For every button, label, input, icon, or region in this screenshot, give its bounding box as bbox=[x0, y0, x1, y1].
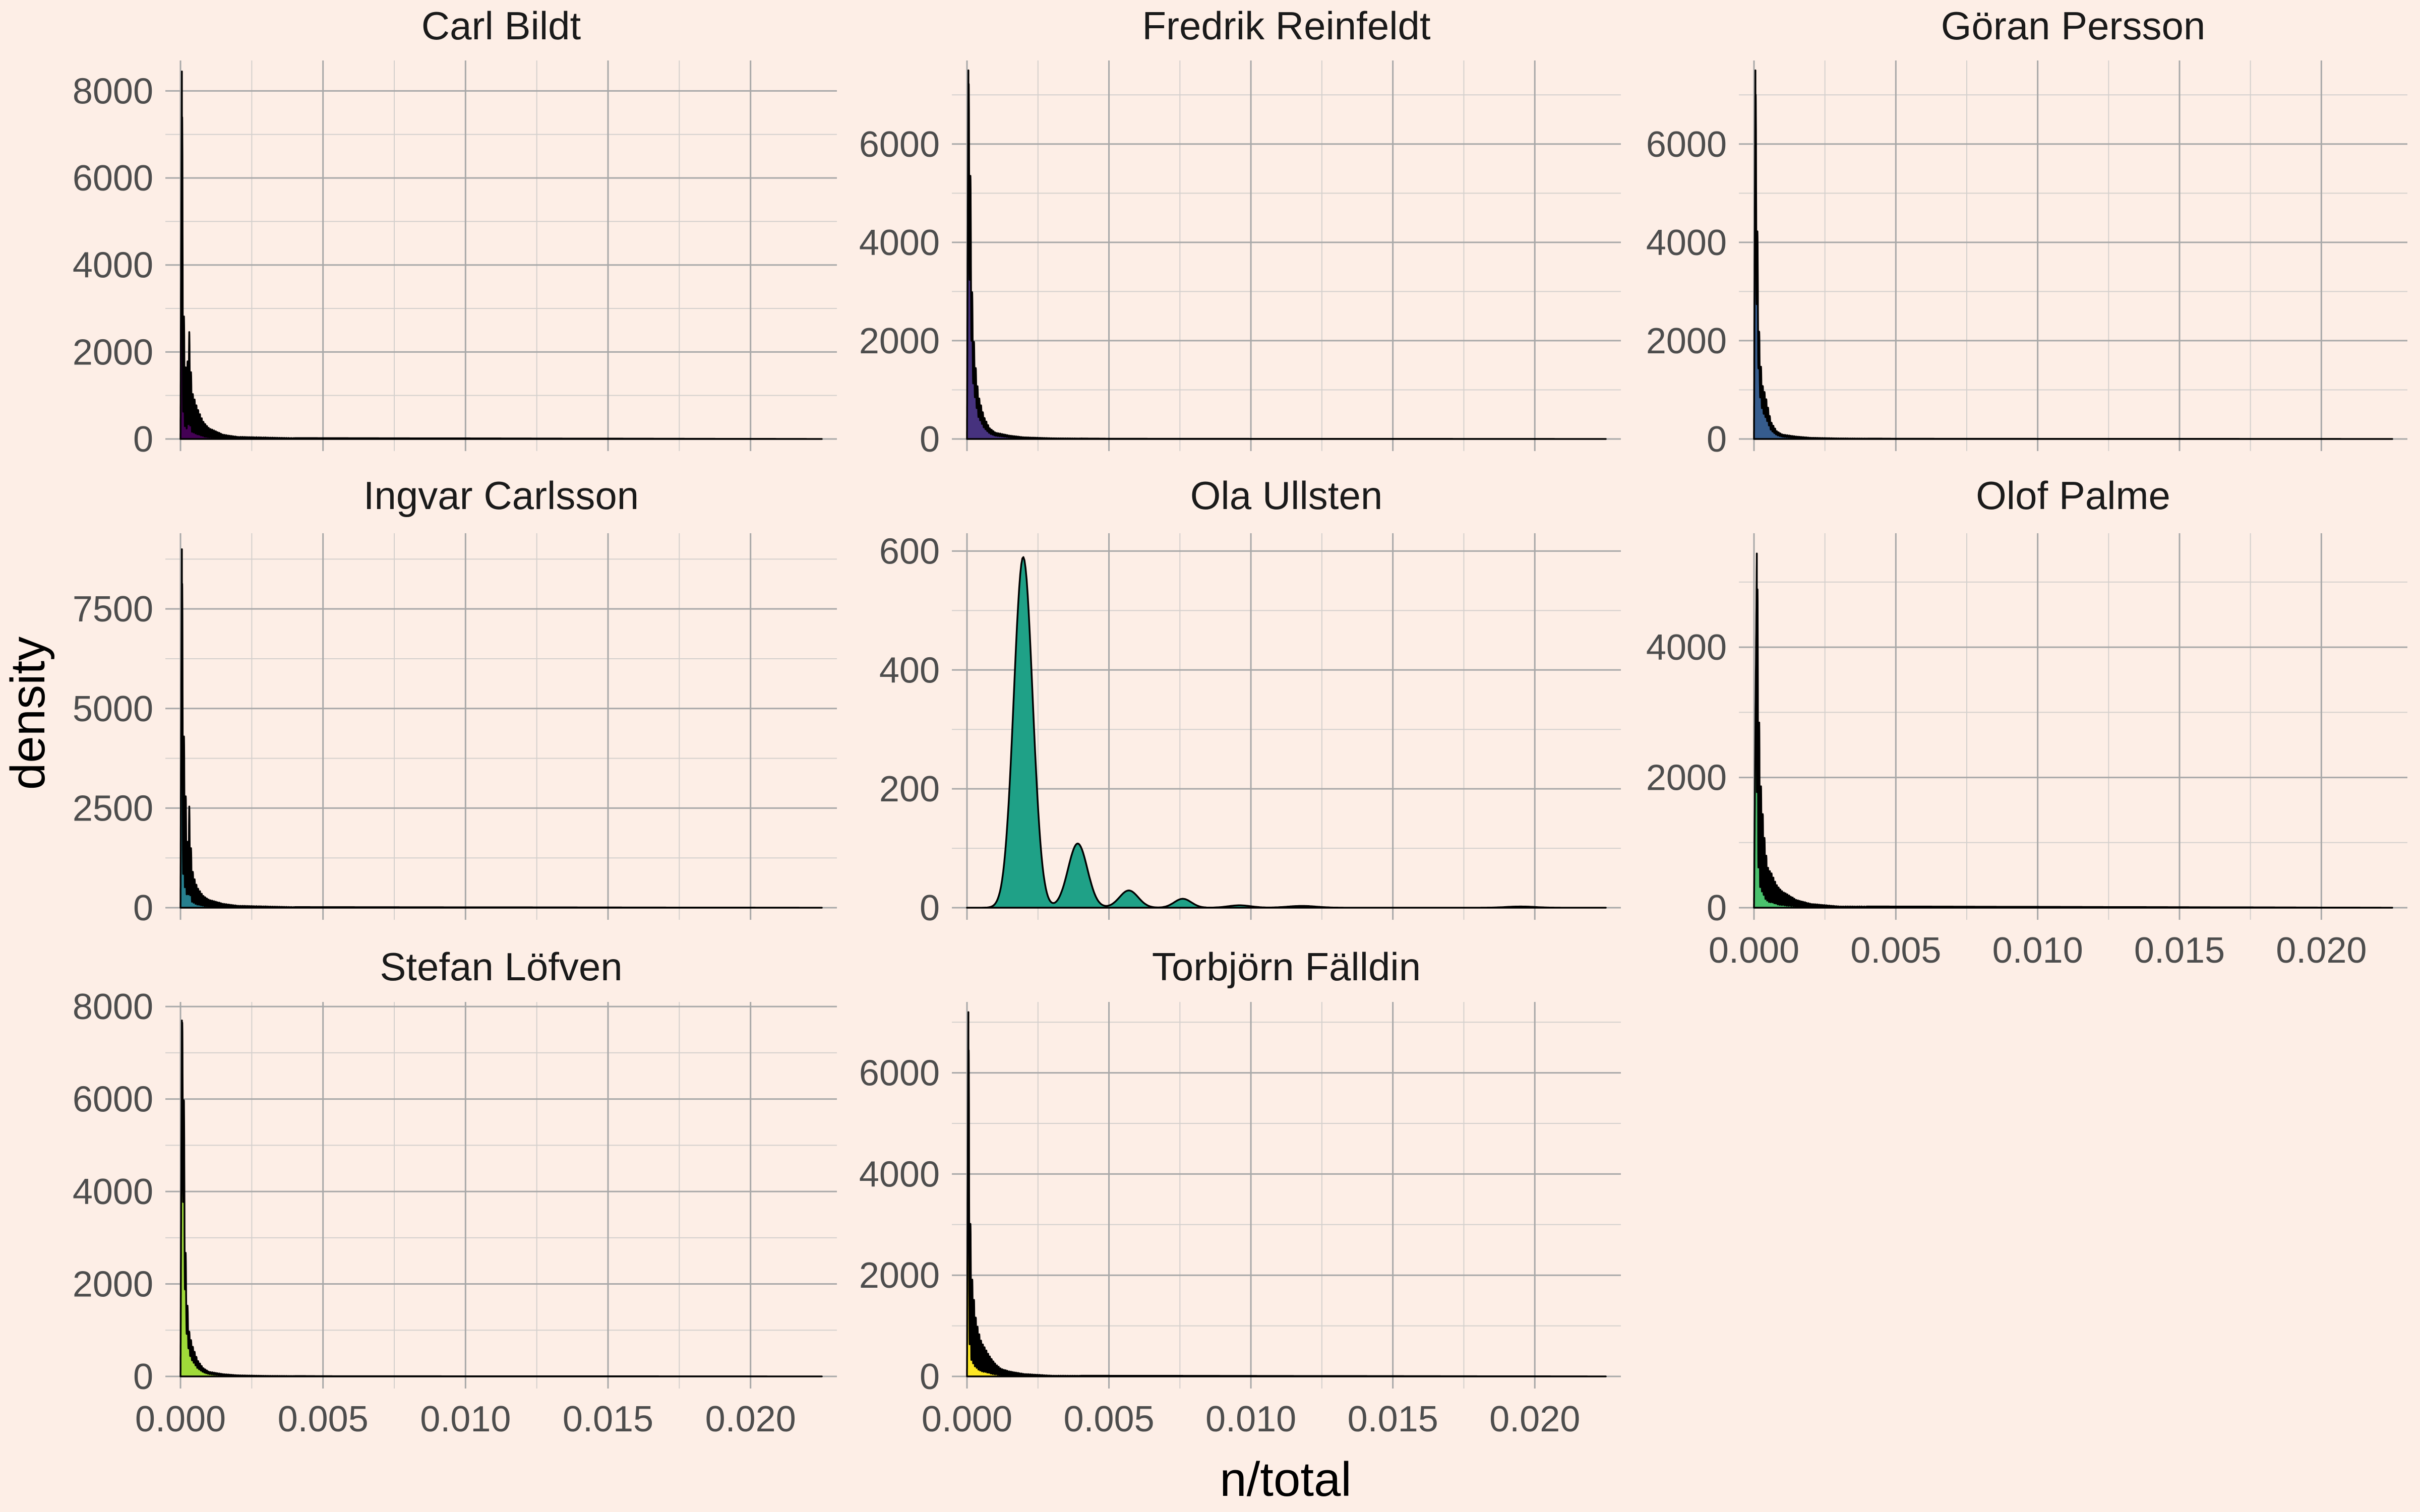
y-tick-label: 2000 bbox=[73, 332, 153, 372]
panel-carl-bildt: Carl Bildt 0 2000 4000 6000 8000 bbox=[73, 4, 837, 460]
y-tick-label: 4000 bbox=[1646, 223, 1727, 263]
y-tick-label: 4000 bbox=[73, 1172, 153, 1212]
panel-title: Stefan Löfven bbox=[380, 944, 622, 989]
x-tick-label: 0.020 bbox=[2276, 930, 2367, 971]
y-tick-label: 2000 bbox=[1646, 758, 1727, 798]
x-tick-label: 0.010 bbox=[420, 1399, 511, 1439]
panel-title: Fredrik Reinfeldt bbox=[1142, 4, 1431, 48]
y-tick-label: 400 bbox=[879, 650, 940, 690]
y-tick-label: 2000 bbox=[1646, 321, 1727, 361]
panel-title: Olof Palme bbox=[1976, 473, 2170, 518]
panel-title: Torbjörn Fälldin bbox=[1152, 944, 1421, 989]
panel-ingvar-carlsson: Ingvar Carlsson 0 2500 5000 7500 bbox=[73, 473, 837, 928]
panel-stefan-l-fven: Stefan Löfven 0 2000 4000 6000 8000 0.000 0.005… bbox=[73, 944, 837, 1439]
y-tick-label: 0 bbox=[133, 1357, 153, 1397]
panel-olof-palme: Olof Palme 0 2000 4000 0.000 0.005 0.010 0.015 0… bbox=[1646, 473, 2407, 971]
density-area bbox=[966, 1011, 1607, 1377]
panel-fredrik-reinfeldt: Fredrik Reinfeldt 0 2000 4000 6000 bbox=[859, 4, 1621, 460]
y-tick-label: 6000 bbox=[1646, 124, 1727, 165]
y-tick-label: 2000 bbox=[73, 1265, 153, 1305]
x-tick-label: 0.015 bbox=[563, 1399, 653, 1439]
y-axis-title: density bbox=[1, 637, 55, 790]
y-tick-label: 6000 bbox=[73, 1080, 153, 1120]
panel-title: Carl Bildt bbox=[421, 4, 581, 48]
x-tick-label: 0.010 bbox=[1992, 930, 2083, 971]
y-tick-label: 0 bbox=[920, 419, 940, 460]
y-tick-label: 4000 bbox=[859, 223, 940, 263]
density-area bbox=[1753, 552, 2393, 909]
y-tick-label: 4000 bbox=[1646, 627, 1727, 668]
y-tick-label: 0 bbox=[920, 888, 940, 928]
x-tick-label: 0.015 bbox=[2134, 930, 2225, 971]
panel-g-ran-persson: Göran Persson 0 2000 4000 6000 bbox=[1646, 4, 2407, 460]
x-tick-label: 0.010 bbox=[1205, 1399, 1296, 1439]
y-tick-label: 7500 bbox=[73, 589, 153, 629]
y-tick-label: 6000 bbox=[859, 124, 940, 165]
panel-title: Ingvar Carlsson bbox=[364, 473, 639, 518]
y-tick-label: 0 bbox=[133, 419, 153, 460]
y-tick-label: 4000 bbox=[859, 1154, 940, 1194]
density-area bbox=[1753, 69, 2393, 440]
density-area bbox=[179, 1020, 823, 1377]
y-tick-label: 5000 bbox=[73, 689, 153, 729]
x-tick-label: 0.000 bbox=[922, 1399, 1012, 1439]
y-tick-label: 200 bbox=[879, 769, 940, 809]
y-tick-label: 600 bbox=[879, 531, 940, 572]
density-area bbox=[966, 556, 1607, 909]
y-tick-label: 6000 bbox=[859, 1053, 940, 1094]
panel-title: Ola Ullsten bbox=[1190, 473, 1382, 518]
panel-ola-ullsten: Ola Ullsten 0 200 400 600 bbox=[879, 473, 1621, 928]
density-area bbox=[966, 69, 1607, 440]
y-tick-label: 0 bbox=[133, 888, 153, 928]
x-tick-label: 0.000 bbox=[135, 1399, 226, 1439]
x-tick-label: 0.020 bbox=[705, 1399, 796, 1439]
x-tick-label: 0.000 bbox=[1709, 930, 1799, 971]
panel-torbj-rn-f-lldin: Torbjörn Fälldin 0 2000 4000 6000 0.000 0.005 0… bbox=[859, 944, 1621, 1439]
y-tick-label: 8000 bbox=[73, 987, 153, 1027]
density-area bbox=[179, 548, 823, 909]
x-tick-label: 0.020 bbox=[1489, 1399, 1580, 1439]
y-tick-label: 8000 bbox=[73, 71, 153, 111]
y-tick-label: 2000 bbox=[859, 321, 940, 361]
y-tick-label: 0 bbox=[1707, 888, 1727, 928]
x-axis-title: n/total bbox=[1220, 1453, 1352, 1506]
y-tick-label: 4000 bbox=[73, 245, 153, 286]
y-tick-label: 6000 bbox=[73, 158, 153, 199]
y-tick-label: 2500 bbox=[73, 788, 153, 829]
y-tick-label: 2000 bbox=[859, 1255, 940, 1296]
x-tick-label: 0.005 bbox=[1063, 1399, 1154, 1439]
x-tick-label: 0.005 bbox=[1850, 930, 1941, 971]
panel-title: Göran Persson bbox=[1941, 4, 2206, 48]
x-tick-label: 0.015 bbox=[1348, 1399, 1438, 1439]
y-tick-label: 0 bbox=[1707, 419, 1727, 460]
y-tick-label: 0 bbox=[920, 1357, 940, 1397]
x-tick-label: 0.005 bbox=[278, 1399, 369, 1439]
density-area bbox=[179, 70, 823, 440]
